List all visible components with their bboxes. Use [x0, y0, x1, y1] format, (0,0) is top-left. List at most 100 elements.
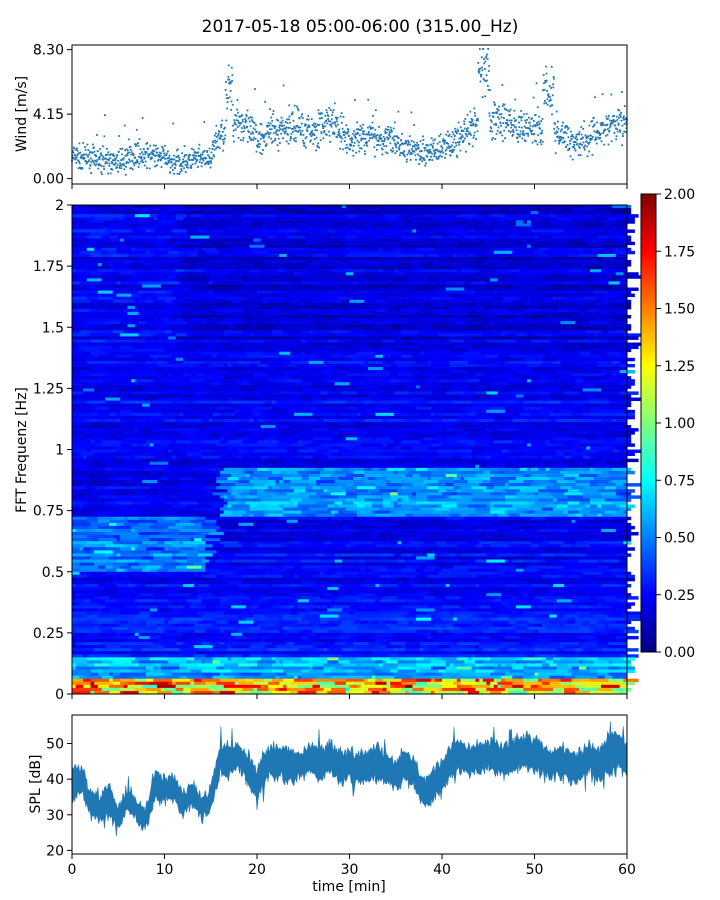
spectrogram-cell: [264, 253, 269, 258]
spectrogram-cell: [308, 321, 328, 325]
spectrogram-cell: [345, 253, 365, 258]
spectrogram-cell: [275, 217, 288, 221]
spectrogram-cell: [397, 266, 406, 270]
spectrogram-cell: [523, 351, 543, 356]
spectrogram-cell: [260, 391, 280, 395]
spectrogram-cell: [120, 278, 128, 282]
spectrogram-cell: [582, 238, 602, 243]
spectrogram-cell: [212, 366, 217, 371]
wind-point: [338, 134, 341, 137]
wind-point: [230, 66, 233, 69]
spectrogram-cell: [131, 229, 140, 233]
wind-point: [198, 161, 201, 163]
spectrogram-cell: [123, 238, 140, 243]
spectrogram-cell: [197, 373, 206, 377]
spectrogram-cell: [371, 339, 384, 343]
wind-point: [388, 130, 391, 133]
spectrogram-cell: [534, 250, 543, 255]
spectrogram-cell: [360, 293, 380, 298]
spectrogram-cell: [408, 260, 413, 264]
spectrogram-cell: [338, 315, 347, 319]
wind-point: [294, 127, 297, 129]
wind-point: [437, 157, 440, 160]
spectrogram-cell: [75, 305, 84, 310]
spectrogram-cell: [86, 278, 103, 282]
wind-point: [602, 124, 605, 126]
wind-point: [218, 131, 221, 133]
spectrogram-cell: [353, 366, 369, 371]
spectrogram-cell: [97, 360, 106, 365]
spectrogram-cell: [131, 275, 140, 279]
spectrogram-cell: [260, 351, 280, 356]
spectrogram-cell: [264, 321, 280, 325]
spectrogram-cell: [467, 208, 480, 212]
wind-point: [89, 164, 92, 166]
spectrogram-cell: [212, 339, 228, 343]
spectrogram-cell: [512, 315, 517, 319]
spectrogram-cell: [282, 223, 295, 227]
spectrogram-cell: [101, 391, 114, 395]
spectrogram-cell: [120, 302, 125, 307]
spectrogram-cell: [97, 229, 106, 233]
spectrogram-cell: [371, 217, 387, 221]
spectrogram-cell: [305, 217, 310, 221]
spectrogram-cell: [160, 379, 180, 383]
spectrogram-cell: [464, 348, 469, 353]
spectrogram-cell: [490, 302, 495, 307]
spectrogram-cell: [157, 214, 177, 218]
spectrogram-cell: [257, 370, 265, 374]
spectrogram-cell: [271, 208, 276, 212]
spectrogram-cell: [353, 339, 373, 343]
spectrogram-cell: [327, 357, 347, 362]
spectrogram-cell: [294, 354, 310, 359]
wind-point: [586, 145, 589, 148]
wind-point: [414, 154, 417, 157]
wind-point: [77, 159, 79, 162]
spectrogram-cell: [227, 223, 236, 227]
spectrogram-cell: [564, 299, 569, 304]
spectrogram-cell: [464, 208, 469, 212]
spectrogram-cell: [212, 244, 228, 249]
spectrogram-cell: [493, 226, 513, 230]
spectrogram-cell: [449, 376, 461, 380]
spectrogram-cell: [412, 363, 432, 368]
spectrogram-cell: [442, 305, 450, 310]
spectrogram-cell: [504, 327, 513, 331]
spectrogram-cell: [571, 388, 584, 392]
spectrogram-cell: [530, 238, 539, 243]
spectrogram-cell: [86, 296, 91, 301]
spectrogram-cell: [72, 348, 84, 353]
spectrogram-cell: [371, 342, 384, 346]
wind-point: [553, 127, 556, 130]
spectrogram-cell: [493, 281, 513, 285]
spectrogram-cell: [516, 370, 535, 374]
spectrogram-cell: [460, 281, 465, 285]
spectrogram-cell: [194, 269, 202, 273]
spectrogram-cell: [475, 244, 491, 249]
spectrogram-cell: [519, 296, 539, 301]
wind-point: [491, 138, 493, 141]
spectrogram-cell: [75, 342, 80, 346]
spectrogram-cell: [482, 263, 498, 267]
wind-point: [165, 161, 167, 164]
wind-point: [575, 136, 577, 138]
spectrogram-cell: [364, 241, 380, 246]
wind-point: [528, 116, 530, 119]
spectrogram-cell: [245, 296, 265, 301]
spectrogram-cell: [105, 351, 121, 356]
wind-point: [498, 117, 501, 120]
spectrogram-cell: [445, 308, 450, 313]
spectrogram-cell: [253, 263, 269, 267]
wind-point: [362, 130, 364, 133]
spectrogram-cell: [475, 391, 487, 395]
spectrogram-cell: [430, 366, 436, 371]
spectrogram-cell: [612, 370, 621, 374]
spectrogram-cell: [534, 290, 550, 295]
wind-point: [544, 100, 546, 102]
spectrogram-cell: [75, 324, 91, 328]
spectrogram-cell: [220, 321, 232, 325]
spectrogram-cell: [216, 354, 228, 359]
spectrogram-cell: [430, 391, 447, 395]
spectrogram-cell: [438, 253, 454, 258]
spectrogram-cell: [216, 357, 228, 362]
